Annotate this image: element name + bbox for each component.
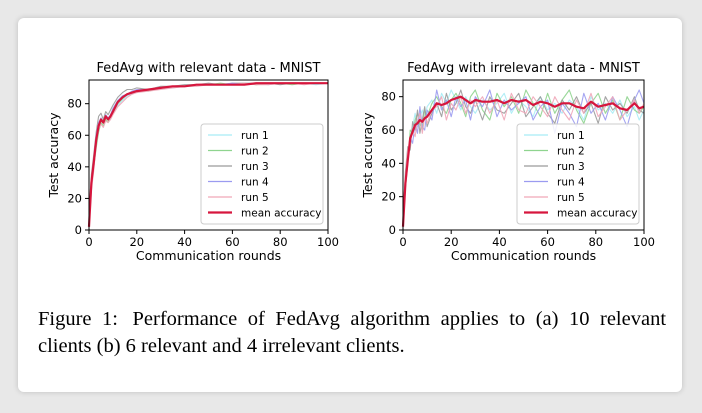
caption-label: Figure 1: (38, 308, 118, 330)
legend-label: run 1 (557, 130, 585, 142)
chart-1: 0 20 40 60 80 100 0 20 40 60 80 FedAvg with relevan… (46, 61, 339, 263)
series-line-run-5 (88, 82, 328, 227)
y-axis-label: Test accuracy (360, 112, 375, 199)
series-line-mean-accuracy (401, 95, 645, 227)
x-tick-label: 80 (273, 235, 288, 249)
y-tick-label: 40 (381, 156, 396, 170)
x-tick-label: 20 (444, 235, 459, 249)
x-tick-label: 100 (633, 235, 655, 249)
figure-plots: 0 20 40 60 80 100 0 20 40 60 80 FedAvg with relevan… (46, 61, 655, 263)
legend-label: run 5 (557, 192, 585, 204)
y-tick-label: 60 (67, 128, 82, 142)
x-tick-label: 100 (317, 235, 339, 249)
y-tick-label: 0 (389, 223, 396, 237)
series-line-run-4 (402, 89, 645, 227)
legend-label: run 5 (241, 192, 269, 204)
figure-caption: Figure 1: Performance of FedAvg algorith… (38, 306, 666, 360)
series-line-run-2 (402, 89, 645, 227)
y-tick-label: 40 (67, 160, 82, 174)
x-tick-label: 0 (85, 235, 92, 249)
legend-label: run 2 (557, 146, 585, 158)
y-tick-label: 60 (381, 123, 396, 137)
legend-box (200, 123, 324, 225)
x-tick-label: 20 (129, 235, 144, 249)
x-axis-label: Communication rounds (451, 248, 596, 263)
legend-label: run 3 (557, 161, 585, 173)
y-tick-label: 0 (75, 223, 82, 237)
x-tick-label: 60 (225, 235, 240, 249)
x-tick-label: 0 (399, 235, 406, 249)
y-tick-label: 80 (67, 97, 82, 111)
series-line-run-3 (402, 89, 645, 227)
legend-label: run 1 (241, 130, 269, 142)
legend: run 1 run 2 run 3 run 4 run 5 mean accuracy (516, 123, 640, 225)
legend-label: mean accuracy (557, 208, 638, 220)
caption-text: Performance of FedAvg algorithm applies … (38, 308, 667, 357)
x-tick-label: 80 (588, 235, 603, 249)
plot-frame (88, 79, 329, 231)
plot-frame (402, 79, 645, 231)
legend-label: run 4 (241, 177, 269, 189)
chart-title: FedAvg with irrelevant data - MNIST (407, 61, 640, 76)
legend-box (516, 123, 640, 225)
y-axis-label: Test accuracy (46, 112, 61, 199)
y-tick-label: 20 (381, 190, 396, 204)
y-tick-label: 80 (381, 90, 396, 104)
y-tick-label: 20 (67, 191, 82, 205)
chart-2: 0 20 40 60 80 100 0 20 40 60 80 FedAvg with irrelev… (360, 61, 655, 263)
legend: run 1 run 2 run 3 run 4 run 5 mean accuracy (200, 123, 324, 225)
x-axis-label: Communication rounds (136, 248, 281, 263)
x-tick-label: 40 (492, 235, 507, 249)
x-tick-label: 40 (177, 235, 192, 249)
series-line-mean-accuracy (87, 82, 328, 227)
legend-label: run 3 (241, 161, 269, 173)
x-tick-label: 60 (540, 235, 555, 249)
chart-title: FedAvg with relevant data - MNIST (97, 61, 321, 76)
legend-label: run 4 (557, 177, 585, 189)
legend-label: run 2 (241, 146, 269, 158)
legend-label: mean accuracy (241, 208, 322, 220)
figure-card: 0 20 40 60 80 100 0 20 40 60 80 FedAvg with relevan… (18, 18, 682, 392)
